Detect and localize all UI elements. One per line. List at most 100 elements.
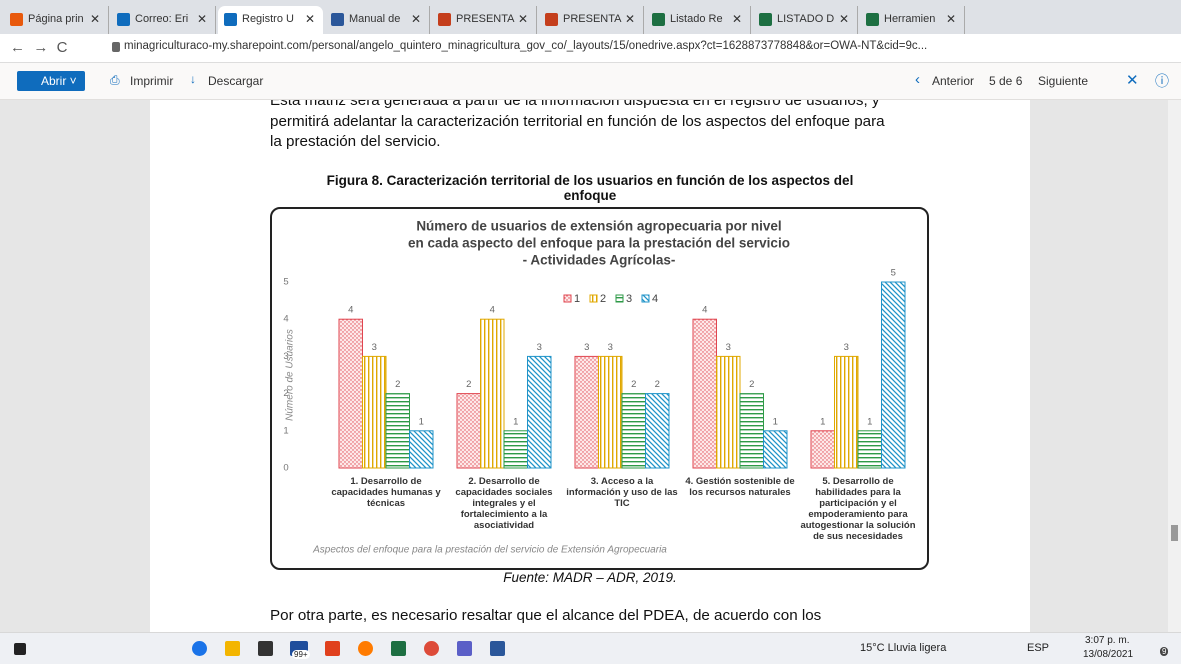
- value-label: 1: [773, 416, 778, 427]
- value-label: 1: [867, 416, 872, 427]
- chrome-icon[interactable]: [424, 641, 439, 656]
- tab-title: Registro U: [242, 13, 294, 25]
- browser-tab[interactable]: Correo: Eri ✕: [111, 6, 216, 34]
- tab-close[interactable]: ✕: [732, 6, 742, 32]
- figure-caption: Figura 8. Caracterización territorial de…: [280, 173, 900, 188]
- store-icon[interactable]: [258, 641, 273, 656]
- explorer-icon[interactable]: [225, 641, 240, 656]
- value-label: 1: [419, 416, 424, 427]
- language[interactable]: ESP: [1027, 642, 1049, 654]
- page-position: 5 de 6: [989, 74, 1022, 88]
- value-label: 2: [631, 379, 636, 390]
- download-button[interactable]: Descargar: [208, 74, 263, 88]
- url[interactable]: minagriculturaco-my.sharepoint.com/perso…: [124, 40, 927, 52]
- y-tick-label: 4: [283, 314, 288, 325]
- tab-icon: [438, 13, 451, 26]
- paragraph-line: la prestación del servicio.: [270, 133, 441, 150]
- browser-tab[interactable]: Registro U ✕: [218, 6, 323, 34]
- word-icon[interactable]: [490, 641, 505, 656]
- value-label: 1: [513, 416, 518, 427]
- bar: [882, 282, 906, 468]
- legend-label: 3: [626, 293, 632, 305]
- value-label: 5: [891, 268, 896, 279]
- tab-close[interactable]: ✕: [625, 6, 635, 32]
- print-button[interactable]: Imprimir: [130, 74, 173, 88]
- tab-title: Correo: Eri: [135, 13, 188, 25]
- browser-tab[interactable]: Manual de✕: [325, 6, 430, 34]
- bar: [622, 394, 646, 468]
- tab-title: LISTADO D: [777, 13, 834, 25]
- tab-close[interactable]: ✕: [839, 6, 849, 32]
- browser-tab[interactable]: Listado Re ✕: [646, 6, 751, 34]
- tab-close[interactable]: ✕: [305, 6, 315, 32]
- bar: [717, 356, 741, 468]
- bar: [504, 431, 528, 468]
- value-label: 3: [726, 342, 731, 353]
- tab-title: Listado Re: [670, 13, 723, 25]
- bar: [811, 431, 835, 468]
- tab-icon: [759, 13, 772, 26]
- value-label: 4: [702, 305, 707, 316]
- close-viewer[interactable]: ✕: [1126, 71, 1139, 89]
- x-axis-label: Aspectos del enfoque para la prestación …: [312, 545, 667, 556]
- weather[interactable]: 15°C Lluvia ligera: [860, 642, 946, 654]
- document-view: Esta matriz será generada a partir de la…: [0, 100, 1168, 632]
- scrollbar[interactable]: [1168, 100, 1181, 632]
- value-label: 4: [490, 305, 495, 316]
- bar: [693, 319, 717, 468]
- paragraph-line: Por otra parte, es necesario resaltar qu…: [270, 607, 821, 624]
- tab-icon: [331, 13, 344, 26]
- nav-buttons[interactable]: ← → C: [10, 39, 68, 56]
- tab-icon: [10, 13, 23, 26]
- paragraph-line: Esta matriz será generada a partir de la…: [270, 100, 880, 109]
- browser-tab[interactable]: LISTADO D ✕: [753, 6, 858, 34]
- legend-swatch: [642, 295, 649, 302]
- tab-title: PRESENTA: [563, 13, 621, 25]
- paragraph-line: permitirá adelantar la caracterización t…: [270, 113, 885, 130]
- clock-date[interactable]: 13/08/2021: [1083, 649, 1133, 660]
- tab-close[interactable]: ✕: [411, 6, 421, 32]
- value-label: 2: [466, 379, 471, 390]
- bar: [363, 356, 387, 468]
- browser-tab[interactable]: Página prin✕: [4, 6, 109, 34]
- browser-tab[interactable]: PRESENTA ✕: [539, 6, 644, 34]
- document-page: Esta matriz será generada a partir de la…: [150, 100, 1030, 632]
- start-button[interactable]: [14, 643, 26, 655]
- browser-tab[interactable]: Herramien ✕: [860, 6, 965, 34]
- excel-icon[interactable]: [391, 641, 406, 656]
- value-label: 3: [584, 342, 589, 353]
- x-tick-label: 2. Desarrollo de capacidades sociales in…: [445, 476, 563, 531]
- tab-icon: [866, 13, 879, 26]
- legend-swatch: [590, 295, 597, 302]
- notification-count[interactable]: 9: [1160, 647, 1168, 656]
- office-icon[interactable]: [325, 641, 340, 656]
- next-button[interactable]: Siguiente: [1038, 74, 1088, 88]
- edge-icon[interactable]: [192, 641, 207, 656]
- info-button[interactable]: ⓘ: [1155, 71, 1169, 91]
- scroll-thumb[interactable]: [1171, 525, 1178, 541]
- browser-tab[interactable]: PRESENTA✕: [432, 6, 537, 34]
- value-label: 3: [372, 342, 377, 353]
- previous-button[interactable]: Anterior: [932, 74, 974, 88]
- bar: [764, 431, 788, 468]
- x-tick-label: 5. Desarrollo de habilidades para la par…: [799, 476, 917, 542]
- clock-time[interactable]: 3:07 p. m.: [1085, 635, 1129, 646]
- tab-close[interactable]: ✕: [518, 6, 528, 32]
- legend-label: 1: [574, 293, 580, 305]
- teams-icon[interactable]: [457, 641, 472, 656]
- y-tick-label: 0: [283, 463, 288, 474]
- value-label: 4: [348, 305, 353, 316]
- chart-title: Número de usuarios de extensión agropecu…: [416, 219, 781, 234]
- tab-close[interactable]: ✕: [946, 6, 956, 32]
- value-label: 1: [820, 416, 825, 427]
- chrome-alt-icon[interactable]: [358, 641, 373, 656]
- legend-label: 2: [600, 293, 606, 305]
- open-button[interactable]: Abrir ˅: [17, 71, 85, 91]
- tab-close[interactable]: ✕: [197, 6, 207, 32]
- tab-title: Herramien: [884, 13, 935, 25]
- tab-close[interactable]: ✕: [90, 6, 100, 32]
- lock-icon: [112, 42, 120, 52]
- chart: Número de usuarios de extensión agropecu…: [270, 207, 929, 570]
- bar: [457, 394, 481, 468]
- legend-swatch: [616, 295, 623, 302]
